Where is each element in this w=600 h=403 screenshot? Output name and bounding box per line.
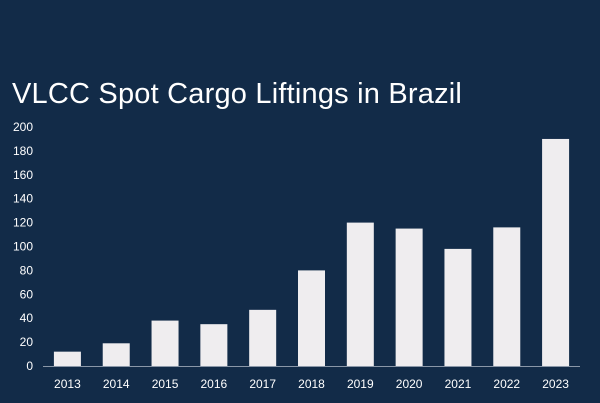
y-tick-label: 140 bbox=[13, 192, 33, 206]
bar-2016 bbox=[200, 324, 228, 366]
x-tick-label: 2020 bbox=[396, 377, 423, 391]
x-tick-label: 2015 bbox=[152, 377, 179, 391]
x-tick-label: 2021 bbox=[445, 377, 472, 391]
bar-2020 bbox=[395, 228, 423, 366]
y-tick-label: 200 bbox=[13, 120, 33, 134]
bar-2023 bbox=[542, 138, 570, 366]
x-tick-label: 2016 bbox=[201, 377, 228, 391]
chart-title: VLCC Spot Cargo Liftings in Brazil bbox=[12, 78, 463, 110]
y-tick-label: 20 bbox=[20, 335, 34, 349]
y-tick-label: 60 bbox=[20, 287, 34, 301]
bar-2019 bbox=[346, 222, 374, 366]
bar-2021 bbox=[444, 248, 472, 366]
y-tick-label: 160 bbox=[13, 168, 33, 182]
y-tick-label: 0 bbox=[26, 359, 33, 373]
x-tick-label: 2018 bbox=[298, 377, 325, 391]
x-tick-label: 2013 bbox=[54, 377, 81, 391]
bar-2018 bbox=[298, 270, 325, 366]
y-tick-label: 80 bbox=[20, 263, 34, 277]
y-tick-label: 100 bbox=[13, 240, 33, 254]
bar-2015 bbox=[151, 320, 179, 366]
x-tick-label: 2019 bbox=[347, 377, 374, 391]
y-tick-label: 40 bbox=[20, 311, 34, 325]
bar-2017 bbox=[249, 309, 277, 366]
x-tick-label: 2022 bbox=[493, 377, 520, 391]
x-tick-label: 2023 bbox=[542, 377, 569, 391]
x-tick-label: 2014 bbox=[103, 377, 130, 391]
y-tick-label: 120 bbox=[13, 216, 33, 230]
x-tick-label: 2017 bbox=[249, 377, 276, 391]
bar-2014 bbox=[102, 343, 130, 366]
bar-2022 bbox=[493, 227, 521, 366]
bar-2013 bbox=[53, 351, 81, 366]
y-tick-label: 180 bbox=[13, 144, 33, 158]
